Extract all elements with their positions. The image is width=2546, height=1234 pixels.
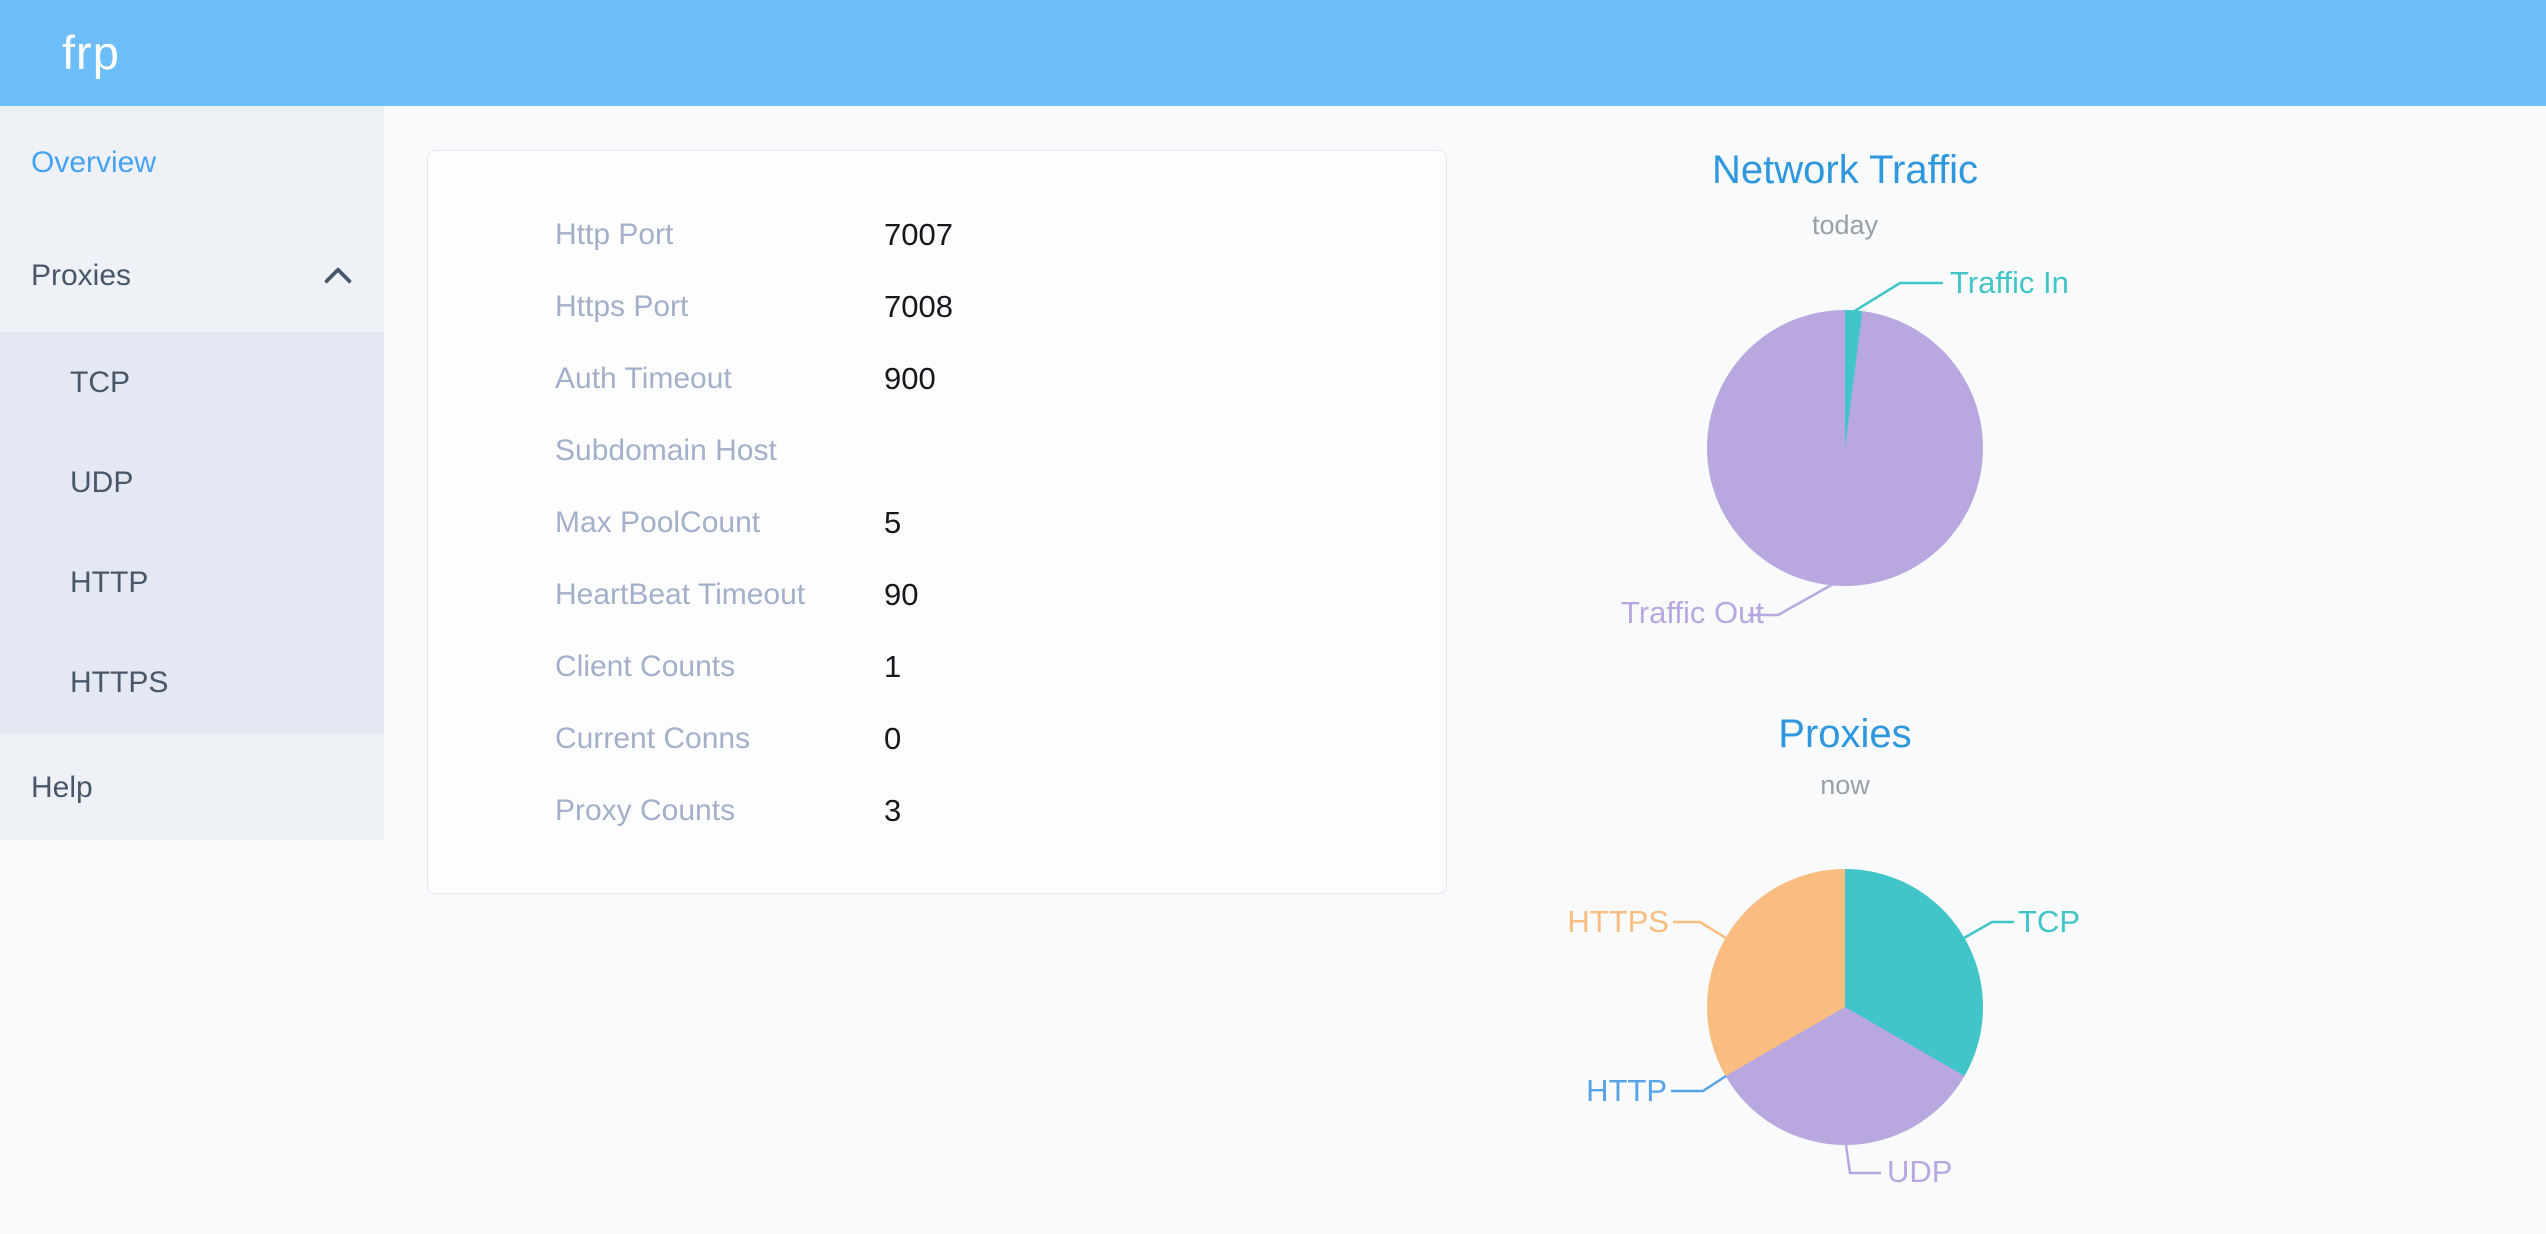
chart-subtitle: now [1820, 770, 1870, 800]
sidebar-item-label: UDP [70, 466, 134, 499]
proxies-chart: Proxies now TCP HTTPS HTTP UDP [1565, 700, 2125, 1234]
slice-label-https: HTTPS [1567, 904, 1669, 939]
config-label: Https Port [555, 290, 689, 323]
sidebar-item-label: TCP [70, 366, 130, 399]
chart-title: Network Traffic [1712, 148, 1978, 192]
config-label: Client Counts [555, 650, 736, 683]
config-row-current-conns: Current Conns 0 [428, 703, 1446, 775]
config-label: Subdomain Host [555, 434, 777, 467]
proxies-pie[interactable] [1707, 869, 1983, 1145]
sidebar-item-label: Help [31, 771, 93, 804]
config-row-proxy-counts: Proxy Counts 3 [428, 775, 1446, 847]
slice-label-traffic-out: Traffic Out [1621, 595, 1764, 630]
app-header: frp [0, 0, 2546, 106]
sidebar-item-label: HTTP [70, 566, 149, 599]
slice-label-traffic-in: Traffic In [1950, 265, 2069, 300]
config-value: 1 [884, 649, 902, 684]
slice-label-tcp: TCP [2018, 904, 2080, 939]
config-label: Max PoolCount [555, 506, 761, 539]
config-label: Auth Timeout [555, 362, 732, 395]
sidebar-item-label: Overview [31, 145, 157, 179]
config-value: 7007 [884, 217, 953, 252]
chevron-up-icon[interactable] [323, 266, 353, 295]
sidebar-item-help[interactable]: Help [0, 734, 384, 842]
config-row-max-poolcount: Max PoolCount 5 [428, 487, 1446, 559]
config-label: HeartBeat Timeout [555, 578, 806, 611]
chart-subtitle: today [1811, 210, 1879, 240]
slice-label-http: HTTP [1586, 1073, 1667, 1108]
sidebar-item-overview[interactable]: Overview [0, 106, 384, 219]
config-row-heartbeat-timeout: HeartBeat Timeout 90 [428, 559, 1446, 631]
sidebar-item-https[interactable]: HTTPS [0, 633, 384, 733]
config-value: 90 [884, 577, 919, 612]
config-row-http-port: Http Port 7007 [428, 199, 1446, 271]
config-value: 3 [884, 793, 902, 828]
config-row-auth-timeout: Auth Timeout 900 [428, 343, 1446, 415]
config-row-subdomain-host: Subdomain Host [428, 415, 1446, 487]
proxies-submenu: TCP UDP HTTP HTTPS [0, 332, 384, 734]
config-label: Http Port [555, 218, 674, 251]
server-info-card: Http Port 7007 Https Port 7008 Auth Time… [427, 150, 1447, 894]
slice-label-udp: UDP [1887, 1154, 1953, 1189]
config-row-client-counts: Client Counts 1 [428, 631, 1446, 703]
config-value: 0 [884, 721, 902, 756]
sidebar-item-label: Proxies [31, 258, 132, 292]
network-traffic-chart: Network Traffic today Traffic In Traffic… [1565, 140, 2125, 670]
chart-title: Proxies [1778, 712, 1912, 756]
config-label: Proxy Counts [555, 794, 736, 827]
sidebar-item-label: HTTPS [70, 666, 169, 699]
app-logo: frp [62, 26, 120, 79]
sidebar-item-http[interactable]: HTTP [0, 533, 384, 633]
config-value: 900 [884, 361, 936, 396]
network-traffic-pie[interactable] [1707, 310, 1983, 586]
sidebar-item-proxies[interactable]: Proxies [0, 219, 384, 332]
config-value: 7008 [884, 289, 953, 324]
sidebar: Overview Proxies TCP UDP HTTP HTTPS Help [0, 106, 384, 840]
config-row-https-port: Https Port 7008 [428, 271, 1446, 343]
sidebar-item-udp[interactable]: UDP [0, 433, 384, 533]
sidebar-item-tcp[interactable]: TCP [0, 333, 384, 433]
config-label: Current Conns [555, 722, 751, 755]
config-value: 5 [884, 505, 902, 540]
